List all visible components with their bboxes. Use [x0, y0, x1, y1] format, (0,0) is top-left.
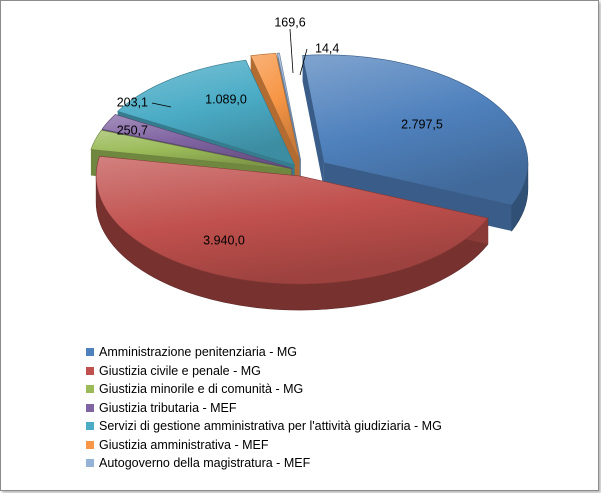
- legend-swatch: [86, 403, 94, 412]
- pie-slice: [90, 129, 292, 170]
- legend-label: Giustizia minorile e di comunità - MG: [99, 382, 304, 397]
- legend-label: Amministrazione penitenziaria - MG: [99, 345, 297, 360]
- legend-item: Servizi di gestione amministrativa per l…: [86, 417, 442, 436]
- legend-swatch: [86, 440, 94, 449]
- data-label: 169,6: [274, 15, 305, 29]
- data-label: 1.089,0: [205, 92, 247, 106]
- data-label: 3.940,0: [203, 233, 245, 247]
- legend-swatch: [86, 422, 94, 431]
- leader-line: [289, 28, 294, 74]
- legend-swatch: [86, 366, 94, 375]
- legend-swatch: [86, 385, 94, 394]
- data-label: 14,4: [315, 41, 339, 55]
- leader-line: [151, 102, 172, 108]
- legend-swatch: [86, 459, 94, 468]
- legend-item: Giustizia civile e penale - MG: [86, 362, 442, 381]
- legend-label: Giustizia civile e penale - MG: [99, 363, 261, 378]
- legend-swatch: [86, 348, 94, 357]
- legend-label: Autogoverno della magistratura - MEF: [99, 456, 311, 471]
- legend-item: Amministrazione penitenziaria - MG: [86, 343, 442, 362]
- data-label: 203,1: [117, 95, 148, 109]
- legend-label: Servizi di gestione amministrativa per l…: [99, 419, 442, 434]
- pie-slice: [117, 59, 296, 166]
- pie-slice: [276, 52, 302, 161]
- pie-slice: [250, 52, 300, 161]
- legend-item: Giustizia tributaria - MEF: [86, 399, 442, 418]
- data-label: 250,7: [117, 123, 148, 137]
- pie-slice: [101, 114, 293, 169]
- legend-item: Giustizia amministrativa - MEF: [86, 436, 442, 455]
- legend-label: Giustizia amministrativa - MEF: [99, 437, 269, 452]
- pie-slice: [302, 54, 529, 206]
- legend: Amministrazione penitenziaria - MG Giust…: [86, 343, 442, 473]
- leader-line: [299, 48, 308, 76]
- pie-slice-edge: [302, 55, 324, 189]
- pie-slice: [95, 155, 489, 285]
- legend-item: Autogoverno della magistratura - MEF: [86, 454, 442, 473]
- legend-label: Giustizia tributaria - MEF: [99, 400, 237, 415]
- pie-chart: 2.797,5 3.940,0 250,7 203,1 1.089,0 169,6 14,4: [90, 15, 529, 311]
- data-label: 2.797,5: [401, 117, 443, 131]
- legend-item: Giustizia minorile e di comunità - MG: [86, 380, 442, 399]
